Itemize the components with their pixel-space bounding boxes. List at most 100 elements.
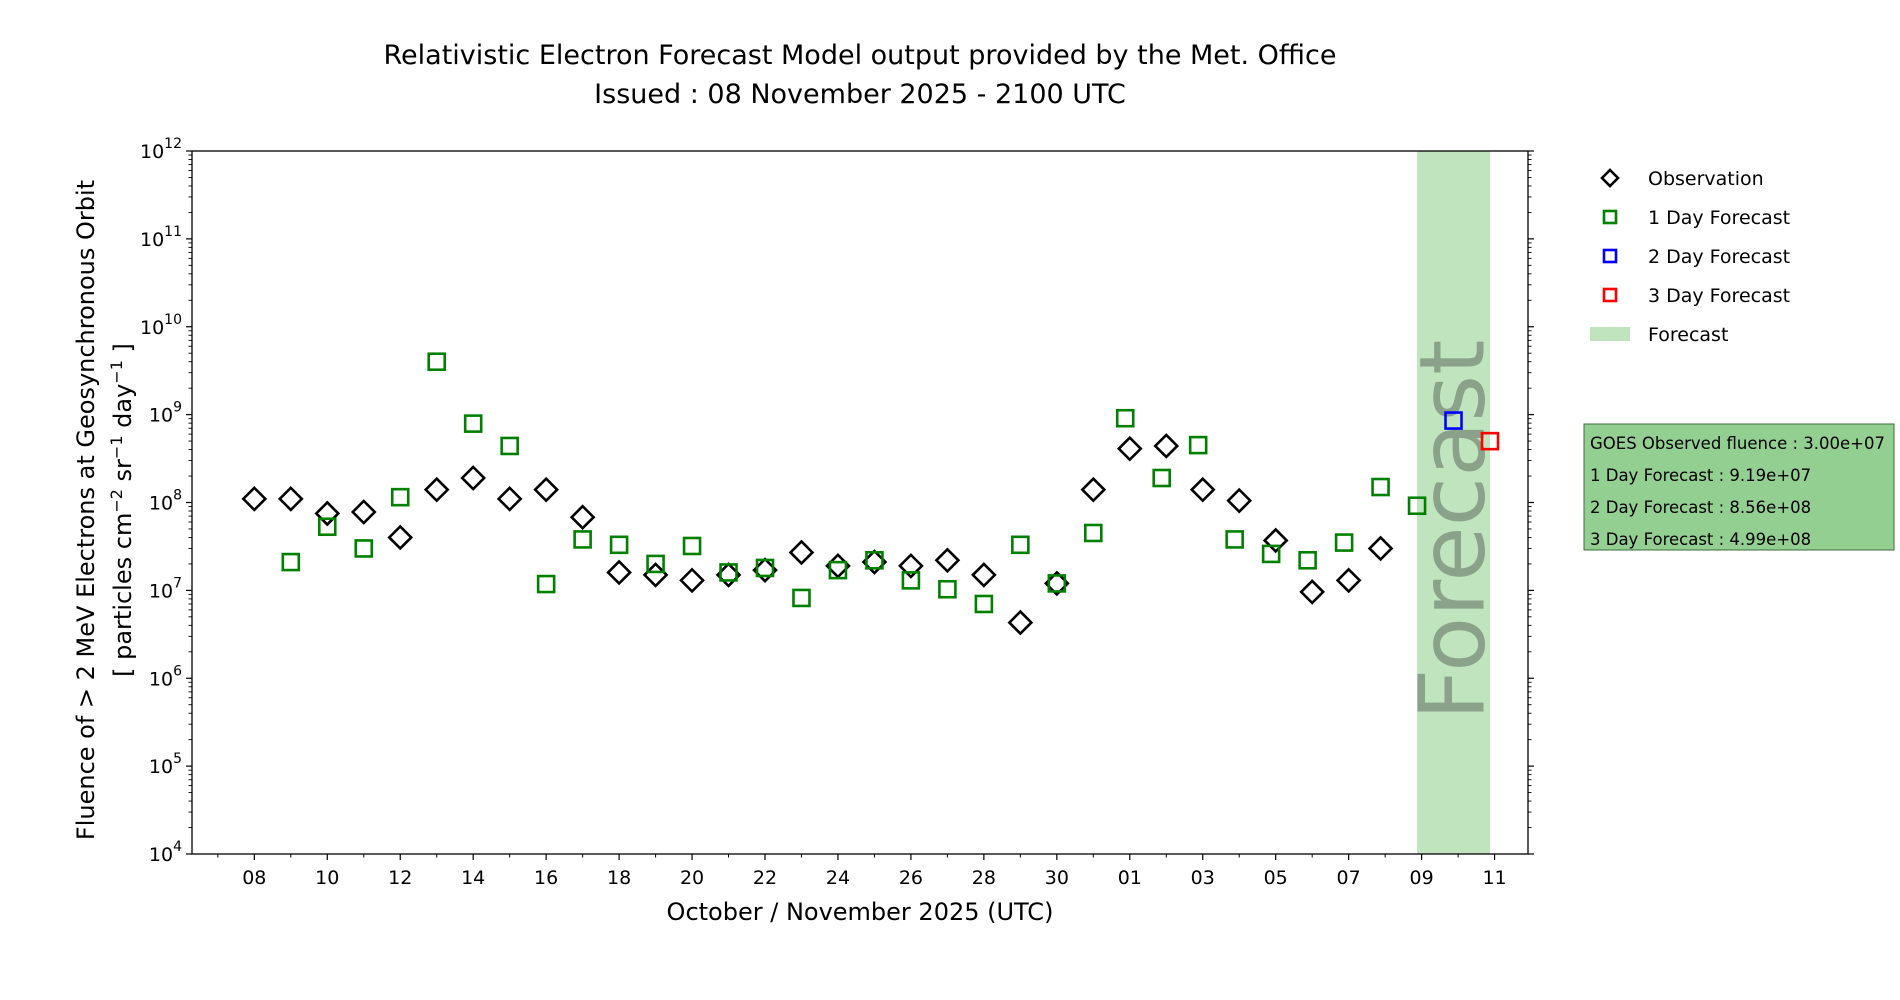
legend-label-1-day-forecast: 1 Day Forecast bbox=[1648, 207, 1790, 229]
x-tick-label: 14 bbox=[461, 867, 485, 889]
1-day-forecast-point bbox=[1261, 544, 1281, 564]
info-box-line: GOES Observed fluence : 3.00e+07 bbox=[1590, 434, 1885, 453]
1-day-forecast-point bbox=[1188, 435, 1208, 455]
observation-point bbox=[569, 504, 596, 531]
forecast-band bbox=[1417, 151, 1491, 854]
observation-point bbox=[1262, 527, 1289, 554]
series-observation bbox=[241, 433, 1394, 636]
y-tick-base: 10 bbox=[149, 493, 173, 515]
1-day-forecast-point bbox=[281, 552, 301, 572]
1-day-forecast-point bbox=[573, 530, 592, 549]
observation-point bbox=[679, 567, 705, 594]
legend-item-2-day-forecast: 2 Day Forecast bbox=[1602, 246, 1790, 268]
1-day-forecast-point bbox=[828, 560, 848, 580]
y-axis-label: Fluence of > 2 MeV Electrons at Geosynch… bbox=[72, 180, 137, 840]
1-day-forecast-point bbox=[1047, 574, 1067, 593]
observation-point bbox=[277, 486, 304, 512]
legend-swatch-3-day-forecast bbox=[1602, 287, 1618, 303]
observation-point bbox=[350, 499, 377, 525]
observation-point bbox=[971, 562, 997, 588]
observation-point bbox=[1299, 579, 1326, 605]
legend-swatch-2-day-forecast bbox=[1602, 248, 1618, 264]
1-day-forecast-point bbox=[1298, 550, 1317, 570]
y-tick-label: 1011 bbox=[140, 224, 182, 251]
1-day-forecast-point bbox=[536, 574, 556, 594]
chart-subtitle: Issued : 08 November 2025 - 2100 UTC bbox=[594, 79, 1126, 110]
info-box-line: 3 Day Forecast : 4.99e+08 bbox=[1590, 530, 1811, 549]
x-tick-label: 26 bbox=[899, 867, 923, 889]
x-tick-label: 08 bbox=[242, 867, 266, 889]
y-tick-exponent: 6 bbox=[173, 663, 182, 679]
y-tick-exponent: 8 bbox=[173, 488, 182, 504]
y-tick-exponent: 5 bbox=[173, 751, 182, 767]
series-1-day-forecast bbox=[281, 352, 1427, 614]
legend-item-1-day-forecast: 1 Day Forecast bbox=[1602, 207, 1790, 229]
1-day-forecast-point bbox=[1371, 477, 1390, 497]
1-day-forecast-point bbox=[682, 536, 702, 556]
y-tick-label: 107 bbox=[149, 575, 182, 602]
1-day-forecast-point bbox=[1152, 468, 1172, 488]
x-tick-label: 30 bbox=[1045, 867, 1069, 889]
1-day-forecast-point bbox=[1115, 408, 1135, 428]
1-day-forecast-point bbox=[865, 550, 884, 570]
legend-item-3-day-forecast: 3 Day Forecast bbox=[1602, 285, 1790, 307]
x-tick-label: 18 bbox=[607, 867, 631, 889]
x-tick-label: 09 bbox=[1410, 867, 1434, 889]
1-day-forecast-point bbox=[646, 554, 665, 574]
forecast-band-layer bbox=[1417, 151, 1491, 854]
info-box-line: 1 Day Forecast : 9.19e+07 bbox=[1590, 466, 1811, 485]
observation-point bbox=[314, 500, 341, 527]
observation-point bbox=[496, 486, 523, 512]
1-day-forecast-point bbox=[1084, 523, 1103, 543]
observation-point bbox=[423, 476, 450, 503]
y-axis-label-line1: Fluence of > 2 MeV Electrons at Geosynch… bbox=[72, 180, 100, 840]
legend-label-observation: Observation bbox=[1648, 168, 1764, 190]
y-tick-label: 108 bbox=[149, 488, 182, 515]
y-tick-base: 10 bbox=[140, 317, 164, 339]
1-day-forecast-point bbox=[792, 588, 811, 608]
legend-label-2-day-forecast: 2 Day Forecast bbox=[1648, 246, 1790, 268]
y-tick-label: 109 bbox=[149, 400, 182, 427]
series-2-day-forecast bbox=[1444, 411, 1463, 430]
observation-point bbox=[1367, 535, 1394, 562]
info-box-background bbox=[1583, 423, 1895, 551]
chart-title: Relativistic Electron Forecast Model out… bbox=[384, 40, 1337, 71]
x-tick-label: 20 bbox=[680, 867, 704, 889]
legend-item-observation: Observation bbox=[1600, 168, 1764, 190]
legend-swatch-forecast bbox=[1590, 327, 1630, 341]
series-3-day-forecast bbox=[1480, 431, 1500, 451]
y-axis-unit-end: ] bbox=[109, 343, 137, 360]
legend-swatch-observation bbox=[1600, 168, 1620, 188]
legend-label-3-day-forecast: 3 Day Forecast bbox=[1648, 285, 1790, 307]
2-day-forecast-point bbox=[1444, 411, 1463, 430]
3-day-forecast-point bbox=[1480, 431, 1500, 451]
1-day-forecast-point bbox=[974, 594, 994, 614]
1-day-forecast-point bbox=[609, 535, 629, 555]
y-tick-exponent: 12 bbox=[164, 136, 182, 152]
x-tick-label: 10 bbox=[315, 867, 339, 889]
1-day-forecast-point bbox=[938, 579, 957, 599]
x-tick-label: 03 bbox=[1191, 867, 1215, 889]
x-tick-label: 24 bbox=[826, 867, 850, 889]
1-day-forecast-point bbox=[1334, 533, 1354, 552]
x-tick-label: 11 bbox=[1482, 867, 1506, 889]
y-tick-exponent: 9 bbox=[173, 400, 182, 416]
y-tick-exponent: 4 bbox=[173, 839, 182, 855]
1-day-forecast-point bbox=[317, 517, 337, 537]
1-day-forecast-point bbox=[354, 539, 374, 558]
x-tick-label: 12 bbox=[388, 867, 412, 889]
observation-point bbox=[898, 553, 924, 579]
observation-point bbox=[1189, 476, 1216, 503]
1-day-forecast-point bbox=[463, 414, 483, 433]
y-axis-unit-day: day bbox=[109, 384, 137, 436]
observation-point bbox=[788, 539, 815, 566]
1-day-forecast-point bbox=[500, 436, 519, 456]
forecast-info-box: GOES Observed fluence : 3.00e+07 1 Day Fo… bbox=[1583, 423, 1895, 551]
observation-point bbox=[533, 476, 559, 503]
observation-point bbox=[1335, 567, 1362, 594]
y-axis-label-line2: [ particles cm−2 sr−1 day−1 ] bbox=[107, 343, 137, 677]
y-tick-exponent: 11 bbox=[164, 224, 182, 240]
y-tick-base: 10 bbox=[140, 229, 164, 251]
y-tick-label: 105 bbox=[149, 751, 182, 778]
